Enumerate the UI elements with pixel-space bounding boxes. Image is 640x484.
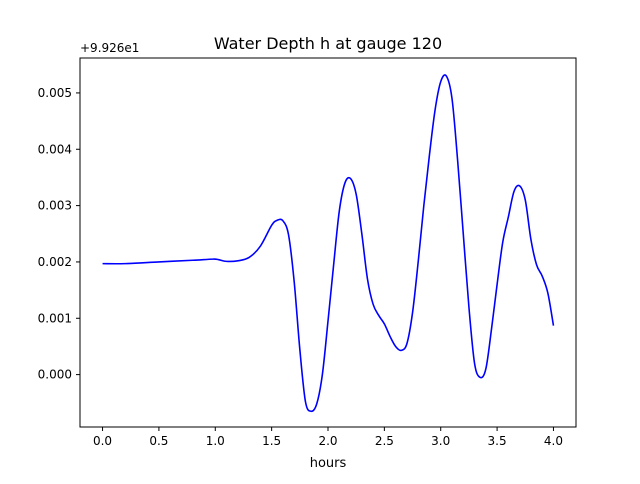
x-tick-label: 3.5 bbox=[488, 434, 507, 448]
y-tick-label: 0.003 bbox=[38, 199, 72, 213]
y-tick-label: 0.000 bbox=[38, 368, 72, 382]
y-axis: 0.000 0.001 0.002 0.003 0.004 0.005 bbox=[38, 86, 80, 382]
y-offset-label: +9.926e1 bbox=[80, 41, 139, 55]
y-tick-label: 0.004 bbox=[38, 142, 72, 156]
x-tick-label: 0.0 bbox=[93, 434, 112, 448]
x-axis: 0.0 0.5 1.0 1.5 2.0 2.5 3.0 3.5 4.0 bbox=[93, 427, 563, 448]
x-axis-label: hours bbox=[310, 456, 347, 471]
y-tick-label: 0.005 bbox=[38, 86, 72, 100]
y-tick-label: 0.001 bbox=[38, 311, 72, 325]
x-tick-label: 0.5 bbox=[149, 434, 168, 448]
x-tick-label: 2.5 bbox=[375, 434, 394, 448]
x-tick-label: 1.5 bbox=[262, 434, 281, 448]
x-tick-label: 1.0 bbox=[206, 434, 225, 448]
y-tick-label: 0.002 bbox=[38, 255, 72, 269]
chart-title: Water Depth h at gauge 120 bbox=[214, 34, 442, 53]
axes-frame bbox=[79, 57, 577, 428]
x-tick-label: 2.0 bbox=[318, 434, 337, 448]
x-tick-label: 3.0 bbox=[431, 434, 450, 448]
plot-area bbox=[102, 74, 555, 413]
x-tick-label: 4.0 bbox=[544, 434, 563, 448]
water-depth-series-line bbox=[102, 74, 555, 413]
